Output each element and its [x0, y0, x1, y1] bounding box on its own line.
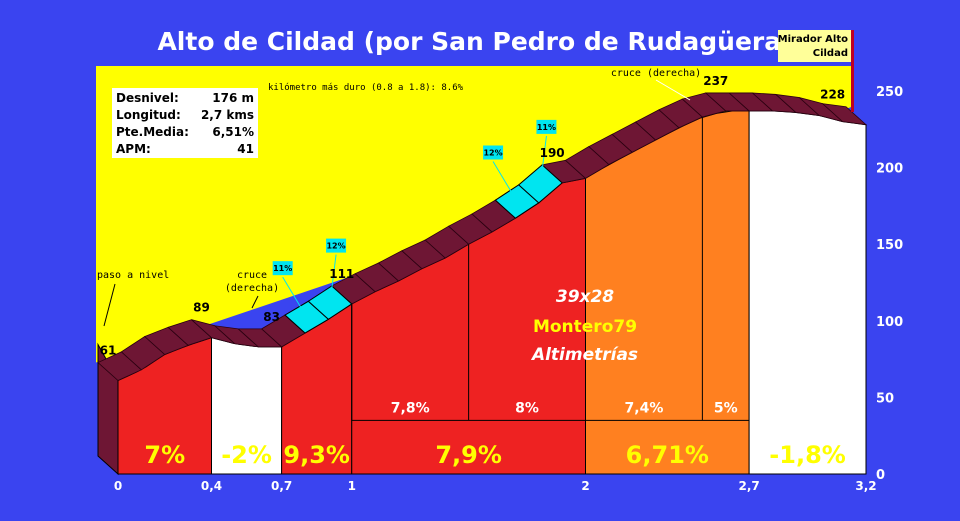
subsegment-grade-label: 8%: [515, 400, 539, 416]
stat-row: APM: 41: [116, 141, 254, 158]
road-piece: [821, 103, 868, 126]
ramp-leader: [329, 254, 337, 303]
ramp-grade-label: 11%: [537, 123, 556, 132]
ramp-grade-label: 12%: [326, 242, 345, 251]
altitude-label: 237: [703, 74, 728, 88]
subsegment-grade-label: 7,4%: [625, 400, 664, 416]
segment-grade-label: 7%: [144, 441, 185, 469]
hardest-km-note: kilómetro más duro (0.8 a 1.8): 8.6%: [268, 82, 464, 93]
segment-grade-label: 9,3%: [283, 441, 350, 469]
segments-layer: 7% -2% 9,3% 7,9% 6,71% -1,8%: [97, 110, 867, 476]
segment-grade-label: -2%: [221, 441, 272, 469]
annotation-label: cruce: [237, 270, 267, 281]
ramp-label-box: [536, 119, 557, 134]
subsegment-grade-label: 5%: [714, 400, 738, 416]
y-tick-label: 150: [876, 238, 903, 253]
segment-grade-label: 7,9%: [435, 441, 502, 469]
x-tick-label: 1: [348, 479, 356, 493]
annotation-leader: [655, 79, 691, 101]
ramp-leader: [282, 276, 308, 318]
altitude-label: 83: [263, 310, 280, 324]
summit-label-box: [778, 30, 852, 62]
annotation-leader: [251, 295, 259, 309]
summit-label-line2: Cildad: [813, 48, 848, 59]
summit-flag-pole: [851, 30, 854, 112]
altitude-label: 228: [820, 88, 845, 102]
y-tick-label: 0: [876, 468, 885, 483]
x-tick-label: 0: [114, 479, 122, 493]
y-tick-label: 50: [876, 391, 894, 406]
stats-box: Desnivel: 176 m Longitud: 2,7 kms Pte.Medi…: [112, 88, 258, 158]
stat-row: Longitud: 2,7 kms: [116, 107, 254, 124]
stat-value: 176 m: [212, 91, 254, 105]
summit-label-line1: Mirador Alto: [778, 34, 848, 45]
y-tick-label: 250: [876, 85, 903, 100]
x-tick-label: 2: [581, 479, 589, 493]
stat-value: 41: [237, 142, 254, 156]
ramp-leader: [492, 161, 518, 202]
x-tick-label: 0,7: [271, 479, 292, 493]
altitude-label: 111: [329, 267, 354, 281]
stat-value: 2,7 kms: [200, 108, 254, 122]
y-tick-label: 100: [876, 315, 903, 330]
stat-row: Pte.Media: 6,51%: [116, 124, 254, 141]
altitude-label: 190: [540, 146, 565, 160]
watermark-brand: Altimetrías: [530, 345, 638, 365]
ramp-grade-label: 12%: [483, 148, 502, 157]
axes-layer: 0 50 100 150 200 250 0 0,4 0,7 1 2 2,7 3,2: [114, 85, 903, 493]
segment-grade-label: 6,71%: [626, 441, 709, 469]
stat-label: Desnivel:: [116, 91, 179, 105]
labels-layer: 61 89 83 111 190 237 228 paso a nivel cruce (dere…: [97, 68, 845, 358]
ramps-layer: 11% 12% 12% 11%: [272, 119, 563, 334]
annotation-label: cruce (derecha): [611, 68, 701, 79]
altitude-label: 89: [193, 301, 210, 315]
watermark-author: Montero79: [533, 317, 637, 337]
altitude-label: 61: [100, 344, 117, 358]
grade-segment: [748, 110, 867, 475]
chart-title: Alto de Cildad (por San Pedro de Rudagüe…: [157, 27, 792, 56]
annotation-leader: [103, 283, 116, 327]
watermark-ratio: 39x28: [556, 287, 614, 307]
ramp-label-box: [326, 238, 347, 253]
stat-value: 6,51%: [212, 125, 254, 139]
x-tick-label: 3,2: [855, 479, 876, 493]
x-tick-label: 2,7: [738, 479, 759, 493]
subsegments-layer: 7,8% 8% 7,4% 5%: [351, 117, 750, 421]
y-tick-label: 200: [876, 162, 903, 177]
annotation-label: paso a nivel: [97, 270, 169, 281]
subsegment-grade-label: 7,8%: [391, 400, 430, 416]
ramp-label-box: [483, 145, 504, 160]
segment-grade-label: -1,8%: [769, 441, 846, 469]
stat-label: APM:: [116, 142, 151, 156]
ramp-leader: [539, 135, 547, 184]
stat-row: Desnivel: 176 m: [116, 90, 254, 107]
stat-label: Longitud:: [116, 108, 181, 122]
x-tick-label: 0,4: [201, 479, 222, 493]
ramp-label-box: [272, 261, 293, 276]
ramp-grade-label: 11%: [273, 264, 292, 273]
stat-label: Pte.Media:: [116, 125, 189, 139]
annotation-label: (derecha): [225, 283, 279, 294]
